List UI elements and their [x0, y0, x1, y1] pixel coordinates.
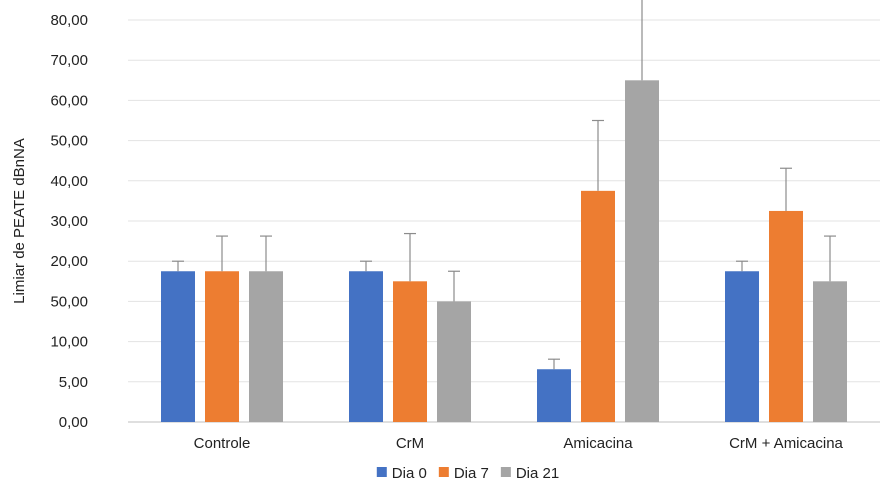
x-category-label: Amicacina [563, 435, 633, 452]
bar-dia-0 [349, 271, 383, 422]
legend-swatch [500, 467, 511, 477]
y-axis-label: Limiar de PEATE dBnNA [11, 138, 28, 304]
legend-swatch [376, 467, 387, 477]
y-tick-label: 70,00 [50, 52, 88, 69]
bar-dia-7 [581, 190, 615, 422]
gridlines [128, 19, 880, 423]
legend-item: Dia 21 [500, 465, 559, 482]
legend: Dia 0 Dia 7 Dia 21 [376, 465, 559, 482]
y-tick-label: 30,00 [50, 213, 88, 230]
bars [161, 80, 847, 423]
y-tick-label: 50,00 [50, 293, 88, 310]
bar-dia-21 [813, 281, 847, 422]
bar-dia-7 [393, 281, 427, 422]
legend-swatch [438, 467, 449, 477]
y-tick-label: 50,00 [50, 133, 88, 150]
legend-label: Dia 0 [392, 465, 427, 482]
x-category-label: Controle [194, 435, 251, 452]
legend-item: Dia 0 [376, 465, 427, 482]
x-axis-categories: Controle CrM Amicacina CrM + Amicacina [194, 435, 844, 452]
bar-dia-0 [725, 271, 759, 422]
legend-label: Dia 7 [454, 465, 489, 482]
y-tick-label: 60,00 [50, 92, 88, 109]
error-bars [172, 0, 836, 370]
x-category-label: CrM + Amicacina [729, 435, 843, 452]
y-tick-label: 40,00 [50, 173, 88, 190]
bar-dia-21 [625, 80, 659, 423]
bar-dia-7 [205, 271, 239, 422]
bar-dia-21 [249, 271, 283, 422]
bar-dia-0 [161, 271, 195, 422]
y-tick-label: 20,00 [50, 253, 88, 270]
y-axis-ticks: 0,00 5,00 10,00 50,00 20,00 30,00 40,00 50,00 60… [50, 12, 88, 431]
bar-dia-7 [769, 210, 803, 422]
y-tick-label: 80,00 [50, 12, 88, 29]
y-tick-label: 10,00 [50, 334, 88, 351]
legend-item: Dia 7 [438, 465, 489, 482]
bar-dia-0 [537, 369, 571, 422]
legend-label: Dia 21 [516, 465, 559, 482]
x-category-label: CrM [396, 435, 424, 452]
bar-dia-21 [437, 301, 471, 422]
y-tick-label: 5,00 [59, 374, 88, 391]
y-tick-label: 0,00 [59, 414, 88, 431]
